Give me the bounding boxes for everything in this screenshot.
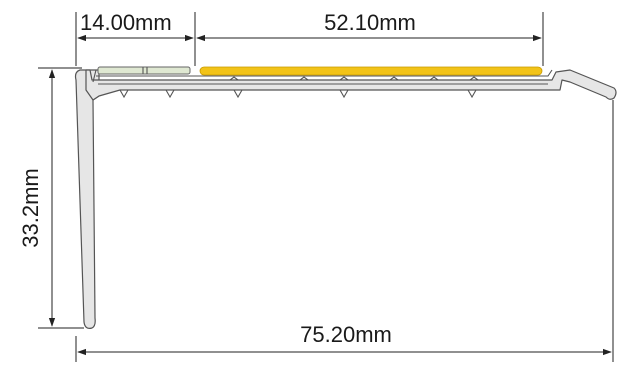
luminous-insert	[97, 66, 191, 75]
anti-slip-insert	[199, 66, 543, 76]
profile-top-ridges	[229, 76, 479, 81]
profile-tread-channel	[85, 69, 617, 101]
dimension-total-width-label: 75.20mm	[300, 322, 392, 347]
profile-vertical-leg	[74, 69, 100, 329]
dimension-height: 33.2mm	[18, 69, 56, 327]
dimension-height-label: 33.2mm	[18, 168, 43, 247]
dimension-tread-width-label: 52.10mm	[324, 10, 416, 35]
dimension-total-width: 75.20mm	[77, 322, 612, 356]
dimension-insert-width: 14.00mm	[77, 10, 194, 42]
nosing-profile	[74, 66, 617, 329]
extension-lines	[38, 12, 614, 362]
profile-underside-ribs	[119, 89, 477, 99]
dimension-tread-width: 52.10mm	[196, 10, 542, 42]
dimension-insert-width-label: 14.00mm	[80, 10, 172, 35]
luminous-insert-divider	[142, 67, 148, 74]
profile-channel-inner	[92, 69, 553, 85]
